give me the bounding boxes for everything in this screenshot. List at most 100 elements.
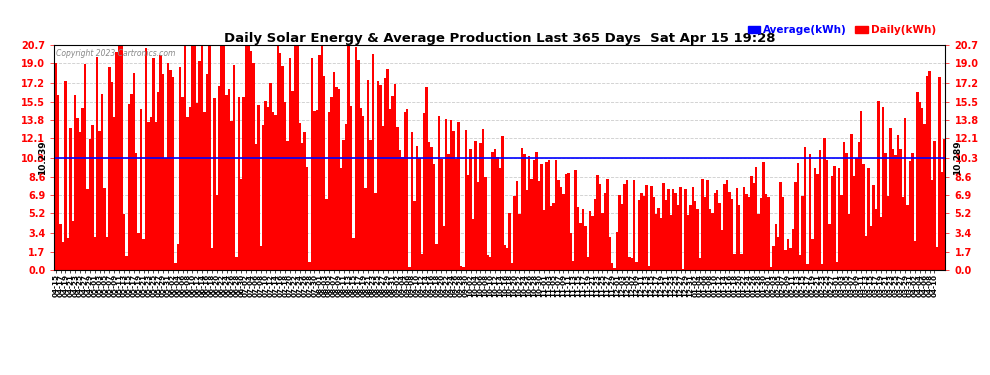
Text: 10.239: 10.239	[39, 141, 48, 176]
Bar	[294, 45, 296, 270]
Bar	[550, 206, 552, 270]
Bar	[103, 188, 106, 270]
Bar	[643, 196, 645, 270]
Bar	[135, 153, 138, 270]
Bar	[462, 267, 464, 270]
Bar	[574, 171, 577, 270]
Bar	[257, 105, 259, 270]
Bar	[154, 122, 157, 270]
Bar	[311, 58, 313, 270]
Bar	[79, 132, 81, 270]
Bar	[509, 213, 511, 270]
Bar	[116, 53, 118, 270]
Bar	[870, 226, 872, 270]
Title: Daily Solar Energy & Average Production Last 365 Days  Sat Apr 15 19:28: Daily Solar Energy & Average Production …	[224, 32, 776, 45]
Bar	[181, 97, 184, 270]
Bar	[396, 127, 399, 270]
Bar	[757, 214, 760, 270]
Bar	[809, 154, 811, 270]
Bar	[89, 139, 91, 270]
Bar	[174, 264, 176, 270]
Bar	[411, 132, 413, 270]
Bar	[924, 124, 926, 270]
Bar	[894, 155, 897, 270]
Bar	[54, 63, 56, 270]
Bar	[506, 249, 509, 270]
Bar	[769, 267, 772, 270]
Bar	[216, 195, 218, 270]
Bar	[865, 236, 867, 270]
Bar	[494, 149, 496, 270]
Bar	[166, 63, 169, 270]
Bar	[352, 238, 354, 270]
Bar	[499, 168, 501, 270]
Bar	[184, 45, 186, 270]
Bar	[684, 189, 687, 270]
Text: Copyright 2023 Cartronics.com: Copyright 2023 Cartronics.com	[56, 50, 175, 58]
Bar	[138, 233, 140, 270]
Bar	[318, 55, 321, 270]
Bar	[71, 220, 74, 270]
Bar	[457, 122, 459, 270]
Bar	[362, 116, 364, 270]
Bar	[821, 264, 824, 270]
Bar	[747, 197, 750, 270]
Bar	[789, 248, 792, 270]
Bar	[794, 182, 797, 270]
Bar	[626, 180, 628, 270]
Bar	[916, 92, 919, 270]
Bar	[336, 87, 338, 270]
Bar	[316, 110, 318, 270]
Bar	[379, 86, 381, 270]
Bar	[806, 264, 809, 270]
Bar	[943, 139, 945, 270]
Bar	[376, 81, 379, 270]
Bar	[399, 150, 401, 270]
Bar	[814, 168, 816, 270]
Bar	[221, 45, 223, 270]
Bar	[679, 187, 682, 270]
Bar	[86, 189, 89, 270]
Bar	[907, 206, 909, 270]
Bar	[140, 110, 143, 270]
Bar	[802, 196, 804, 270]
Bar	[889, 128, 892, 270]
Bar	[667, 189, 669, 270]
Bar	[304, 132, 306, 270]
Bar	[269, 83, 271, 270]
Bar	[433, 164, 436, 270]
Bar	[291, 92, 294, 270]
Bar	[631, 258, 633, 270]
Bar	[404, 112, 406, 270]
Bar	[347, 45, 349, 270]
Bar	[609, 237, 611, 270]
Bar	[491, 153, 494, 270]
Bar	[289, 58, 291, 270]
Bar	[939, 77, 940, 270]
Bar	[431, 147, 433, 270]
Bar	[271, 112, 274, 270]
Bar	[616, 232, 619, 270]
Bar	[516, 181, 518, 270]
Bar	[61, 242, 64, 270]
Bar	[369, 140, 372, 270]
Bar	[59, 225, 61, 270]
Bar	[536, 152, 538, 270]
Bar	[601, 213, 604, 270]
Bar	[779, 182, 782, 270]
Bar	[338, 89, 340, 270]
Bar	[284, 102, 286, 270]
Bar	[842, 142, 845, 270]
Bar	[133, 73, 135, 270]
Bar	[76, 118, 79, 270]
Bar	[569, 233, 572, 270]
Bar	[264, 101, 267, 270]
Bar	[884, 153, 887, 270]
Bar	[655, 214, 657, 270]
Bar	[787, 239, 789, 270]
Bar	[496, 157, 499, 270]
Bar	[389, 109, 391, 270]
Bar	[364, 188, 367, 270]
Bar	[477, 182, 479, 270]
Bar	[349, 106, 352, 270]
